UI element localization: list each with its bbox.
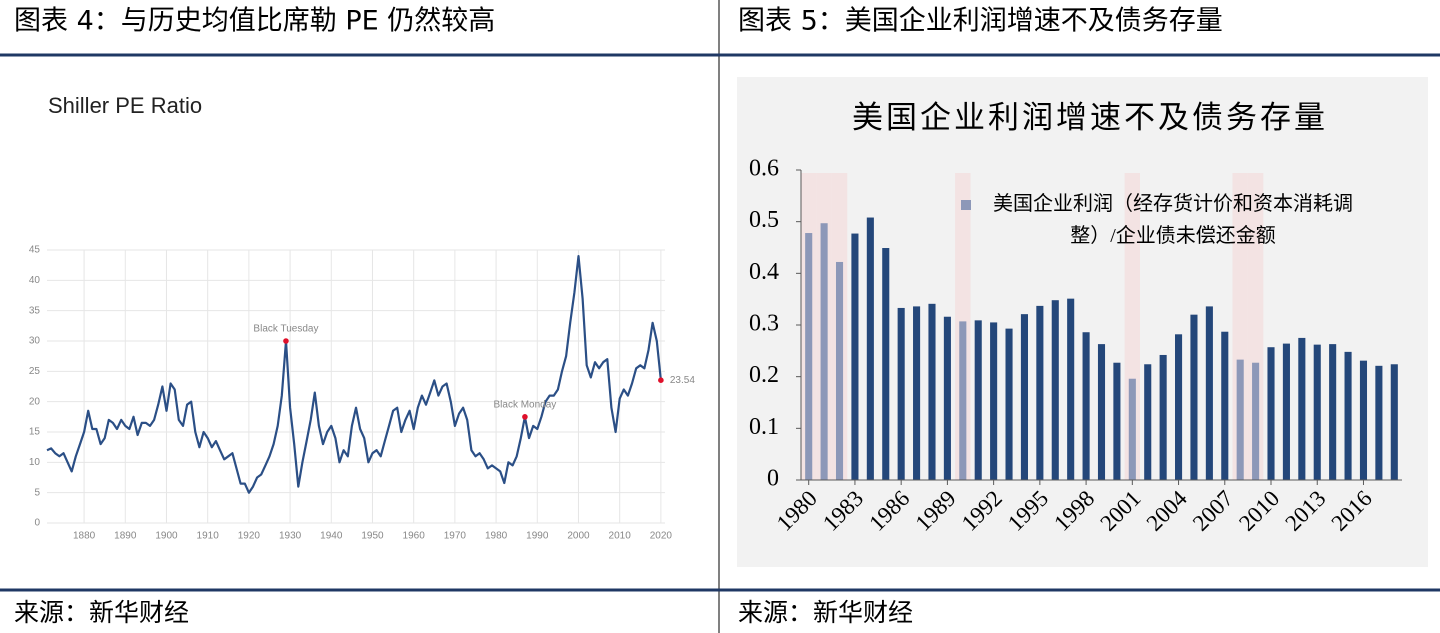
y-tick-label: 40 <box>29 275 41 286</box>
bar <box>1298 337 1306 480</box>
bar <box>1159 354 1167 480</box>
bar <box>928 303 936 480</box>
bar <box>1221 331 1229 480</box>
bar <box>1128 378 1136 480</box>
x-tick-label: 1990 <box>526 531 549 542</box>
bar <box>805 233 813 480</box>
bar <box>851 233 859 480</box>
bar <box>835 261 844 480</box>
shaded-band <box>1232 173 1248 480</box>
x-tick-label: 1910 <box>197 531 220 542</box>
y-tick-label: 5 <box>34 487 40 498</box>
y-tick-label: 0.3 <box>749 311 779 337</box>
bar <box>1329 344 1337 480</box>
annotation-label: Black Monday <box>494 399 557 410</box>
bar <box>990 322 998 480</box>
bar <box>943 316 951 480</box>
header-title: 图表 4：与历史均值比席勒 PE 仍然较高 <box>14 6 495 37</box>
y-tick-label: 0.4 <box>749 259 779 285</box>
bar <box>1252 362 1260 480</box>
bar <box>1282 343 1290 480</box>
bar <box>1205 306 1213 480</box>
y-tick-label: 10 <box>29 457 41 468</box>
bar <box>1036 305 1044 480</box>
bar <box>1097 344 1106 480</box>
x-tick-label: 2010 <box>609 531 632 542</box>
y-tick-label: 0.6 <box>749 156 779 182</box>
shaded-band <box>1124 173 1141 480</box>
legend-swatch <box>961 200 971 210</box>
annotation-point <box>658 377 664 383</box>
shaded-band <box>1247 173 1264 480</box>
bar <box>1020 314 1028 480</box>
y-tick-label: 45 <box>29 245 41 256</box>
chart-title: 美国企业利润增速不及债务存量 <box>852 100 1328 135</box>
y-tick-label: 0.5 <box>749 207 779 233</box>
x-tick-label: 1890 <box>114 531 137 542</box>
bar <box>1359 360 1368 480</box>
bar <box>1236 359 1244 480</box>
x-tick-label: 2020 <box>650 531 673 542</box>
chart-title: Shiller PE Ratio <box>48 93 202 118</box>
source: 来源：新华财经 <box>14 598 189 627</box>
bar <box>820 223 828 480</box>
y-tick-label: 35 <box>29 305 41 316</box>
source: 来源：新华财经 <box>738 598 913 627</box>
x-tick-label: 1950 <box>361 531 384 542</box>
bar <box>1113 362 1121 480</box>
bar <box>1390 364 1398 480</box>
header-title: 图表 5：美国企业利润增速不及债务存量 <box>738 6 1223 37</box>
bar <box>1344 351 1352 480</box>
x-tick-label: 1900 <box>155 531 178 542</box>
bar <box>1267 347 1275 480</box>
line <box>46 255 662 494</box>
x-tick-label: 1920 <box>238 531 261 542</box>
bar <box>974 320 982 480</box>
bar <box>1313 344 1321 480</box>
bar <box>913 306 921 480</box>
bar <box>1375 365 1383 480</box>
bar <box>1144 364 1152 480</box>
y-tick-label: 30 <box>29 336 41 347</box>
annotation-label: Black Tuesday <box>253 324 318 335</box>
x-tick-label: 1960 <box>403 531 426 542</box>
bar <box>1175 334 1183 480</box>
y-tick-label: 25 <box>29 366 41 377</box>
bar <box>897 307 905 480</box>
y-tick-label: 15 <box>29 427 41 438</box>
bar <box>1005 328 1013 480</box>
legend-label: 美国企业利润（经存货计价和资本消耗调整）/企业债未偿还金额 <box>993 193 1353 247</box>
x-tick-label: 1970 <box>444 531 467 542</box>
annotation-point <box>522 414 528 420</box>
legend: 美国企业利润（经存货计价和资本消耗调整）/企业债未偿还金额 <box>993 193 1353 247</box>
annotation-label: 23.54 <box>670 375 695 386</box>
x-tick-label: 1940 <box>320 531 343 542</box>
bar <box>959 321 967 480</box>
y-tick-label: 0 <box>34 518 40 529</box>
annotation-point <box>283 338 289 344</box>
y-tick-label: 0.1 <box>749 414 779 440</box>
bar <box>1082 332 1090 480</box>
bar <box>1067 298 1075 480</box>
x-tick-label: 1880 <box>73 531 96 542</box>
x-tick-label: 1930 <box>279 531 302 542</box>
y-tick-label: 0 <box>767 466 779 492</box>
x-tick-label: 1980 <box>485 531 508 542</box>
bar <box>1190 314 1198 480</box>
y-tick-label: 20 <box>29 396 41 407</box>
bar <box>866 217 874 481</box>
bar <box>882 248 890 480</box>
y-tick-label: 0.2 <box>749 362 779 388</box>
x-tick-label: 2000 <box>567 531 590 542</box>
bar <box>1051 300 1059 480</box>
